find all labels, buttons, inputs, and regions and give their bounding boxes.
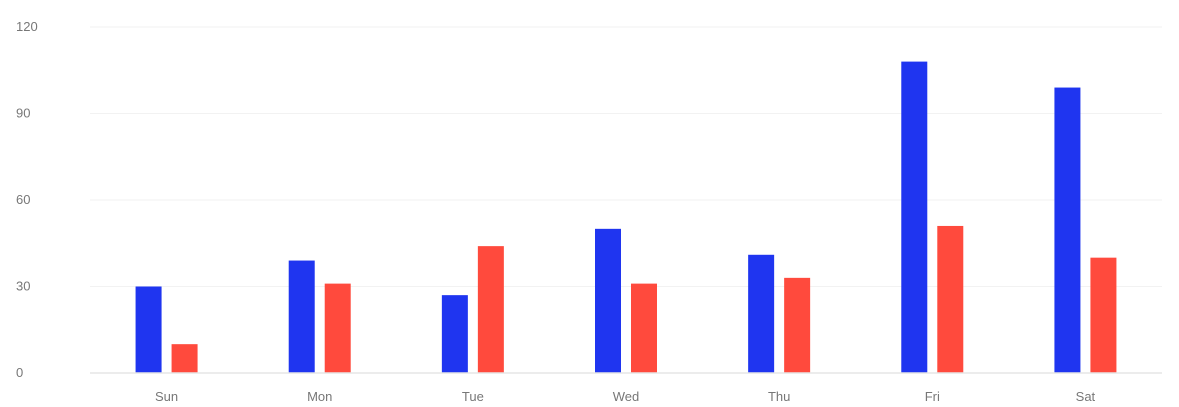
- bar-tue-series-2: [477, 246, 504, 373]
- bar-wed-series-1: [595, 228, 621, 373]
- bar-thu-series-1: [748, 254, 775, 373]
- y-axis: 0 30 60 90 120: [16, 19, 38, 380]
- x-tick-label: Fri: [925, 389, 940, 404]
- y-tick-label: 120: [16, 19, 38, 34]
- y-tick-label: 0: [16, 365, 23, 380]
- bar-sun-series-2: [171, 344, 198, 373]
- bar-wed-series-2: [631, 283, 657, 373]
- bar-sat-series-1: [1054, 87, 1081, 374]
- y-tick-label: 90: [16, 106, 30, 121]
- x-axis: Sun Mon Tue Wed Thu Fri Sat: [90, 372, 1162, 404]
- bar-sat-series-2: [1090, 257, 1117, 373]
- bar-thu-series-2: [784, 277, 811, 373]
- grid-lines: [90, 26, 1162, 287]
- x-tick-label: Thu: [768, 389, 790, 404]
- bars: [135, 61, 1117, 374]
- x-tick-label: Sat: [1076, 389, 1096, 404]
- x-tick-label: Mon: [307, 389, 332, 404]
- bar-sun-series-1: [135, 286, 162, 373]
- x-tick-label: Tue: [462, 389, 484, 404]
- bar-mon-series-2: [324, 283, 351, 373]
- y-tick-label: 30: [16, 279, 30, 294]
- x-tick-label: Wed: [613, 389, 640, 404]
- bar-fri-series-1: [901, 61, 928, 373]
- bar-mon-series-1: [288, 260, 315, 373]
- bar-fri-series-2: [937, 225, 964, 373]
- bar-tue-series-1: [441, 295, 468, 373]
- x-tick-label: Sun: [155, 389, 178, 404]
- y-tick-label: 60: [16, 192, 30, 207]
